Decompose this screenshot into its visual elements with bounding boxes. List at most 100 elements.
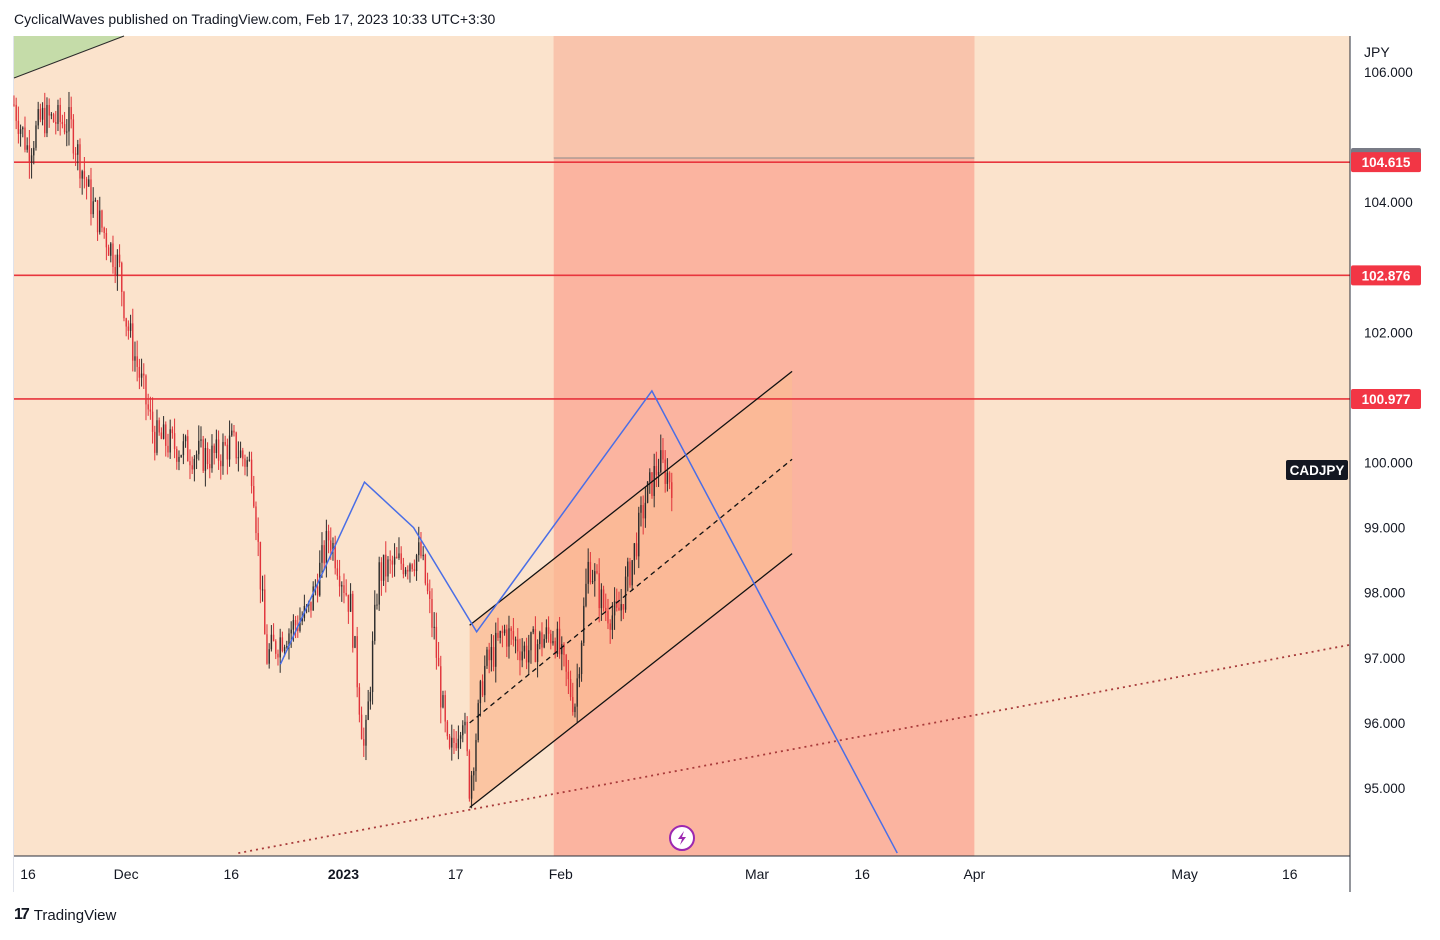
tradingview-footer[interactable]: 17 TradingView bbox=[14, 906, 116, 924]
candle-body bbox=[657, 471, 660, 475]
candle-body bbox=[508, 628, 510, 647]
candle-body bbox=[486, 649, 488, 666]
x-tick-label: Feb bbox=[549, 866, 573, 882]
candle-body bbox=[237, 457, 240, 459]
candle-body bbox=[134, 356, 136, 361]
candle-body bbox=[631, 560, 633, 586]
candle-body bbox=[50, 114, 53, 116]
candle-body bbox=[105, 232, 108, 248]
candle-body bbox=[189, 461, 191, 466]
tradingview-brand: TradingView bbox=[33, 906, 117, 924]
candle-body bbox=[363, 739, 365, 746]
candle-body bbox=[275, 641, 277, 654]
candle-body bbox=[72, 119, 75, 154]
candle-body bbox=[136, 356, 138, 367]
candle-body bbox=[327, 530, 330, 541]
candle-body bbox=[169, 429, 171, 453]
candle-body bbox=[127, 326, 130, 331]
candle-body bbox=[466, 721, 468, 752]
candle-body bbox=[444, 695, 446, 722]
candle-body bbox=[495, 632, 497, 667]
candle-body bbox=[48, 104, 50, 116]
x-tick-label: Dec bbox=[114, 866, 139, 882]
candle-body bbox=[182, 441, 185, 456]
candle-body bbox=[292, 620, 295, 630]
candle-body bbox=[204, 448, 207, 471]
candle-body bbox=[99, 210, 101, 233]
candle-body bbox=[101, 210, 103, 228]
candle-body bbox=[81, 171, 83, 179]
candle-body bbox=[545, 627, 548, 639]
candle-body bbox=[671, 482, 673, 498]
candle-body bbox=[341, 585, 343, 587]
candle-body bbox=[151, 411, 154, 432]
candle-body bbox=[618, 607, 620, 611]
levels-layer bbox=[14, 161, 1350, 400]
candle-body bbox=[576, 678, 578, 707]
candle-body bbox=[440, 666, 442, 708]
candle-body bbox=[481, 681, 484, 696]
candle-body bbox=[233, 430, 235, 433]
candle-body bbox=[316, 586, 319, 596]
candle-body bbox=[63, 124, 66, 133]
candle-body bbox=[457, 738, 460, 749]
candle-body bbox=[61, 121, 64, 125]
candle-body bbox=[202, 439, 204, 471]
candle-body bbox=[462, 725, 464, 736]
x-tick-label: 16 bbox=[20, 866, 36, 882]
candle-body bbox=[512, 630, 515, 640]
lightning-glyph bbox=[678, 831, 686, 845]
candle-body bbox=[437, 657, 440, 667]
candle-body bbox=[222, 442, 224, 467]
candle-body bbox=[622, 604, 625, 610]
candle-body bbox=[250, 459, 253, 487]
candle-body bbox=[200, 439, 202, 441]
candle-body bbox=[149, 409, 152, 412]
price-axis-background bbox=[1350, 36, 1427, 892]
candle-body bbox=[561, 644, 563, 655]
candle-body bbox=[299, 621, 301, 631]
candle-body bbox=[41, 107, 44, 120]
candle-body bbox=[224, 442, 226, 445]
candle-body bbox=[85, 178, 88, 187]
candle-body bbox=[13, 104, 15, 106]
candle-body bbox=[94, 200, 97, 202]
candle-body bbox=[583, 605, 585, 643]
candle-body bbox=[257, 533, 259, 542]
highlight-zone-upper bbox=[553, 36, 975, 159]
price-badge-text: 100.977 bbox=[1362, 392, 1411, 407]
candle-body bbox=[644, 502, 647, 519]
candle-body bbox=[424, 554, 427, 584]
candle-body bbox=[352, 593, 354, 648]
candle-body bbox=[429, 591, 431, 599]
candle-body bbox=[70, 107, 72, 120]
channel-fill bbox=[469, 371, 793, 808]
candle-body bbox=[640, 505, 642, 513]
candle-body bbox=[330, 540, 332, 551]
y-tick-label: 102.000 bbox=[1364, 325, 1413, 340]
y-tick-label: 104.000 bbox=[1364, 195, 1413, 210]
candle-body bbox=[646, 481, 649, 503]
candle-body bbox=[28, 145, 31, 164]
candle-body bbox=[484, 665, 486, 696]
candle-body bbox=[248, 459, 251, 461]
candle-body bbox=[501, 631, 504, 634]
candle-body bbox=[563, 644, 565, 655]
candle-body bbox=[541, 632, 543, 648]
y-tick-label: 95.000 bbox=[1364, 781, 1405, 796]
candle-body bbox=[59, 104, 61, 122]
candle-body bbox=[435, 626, 438, 658]
candle-body bbox=[653, 466, 655, 496]
candle-body bbox=[290, 629, 292, 634]
candle-body bbox=[55, 122, 57, 124]
candle-body bbox=[547, 627, 550, 634]
drawings-layer bbox=[238, 370, 1351, 854]
symbol-badge bbox=[1286, 460, 1348, 480]
candle-body bbox=[360, 714, 363, 740]
tradingview-logo-icon: 17 bbox=[14, 906, 30, 923]
candle-body bbox=[138, 366, 141, 378]
price-chart[interactable]: JPY 95.000 96.000 97.000 98.000 99.000 100.000… bbox=[0, 0, 1440, 900]
candle-body bbox=[158, 420, 160, 433]
candle-body bbox=[24, 127, 26, 150]
candle-body bbox=[464, 721, 466, 726]
